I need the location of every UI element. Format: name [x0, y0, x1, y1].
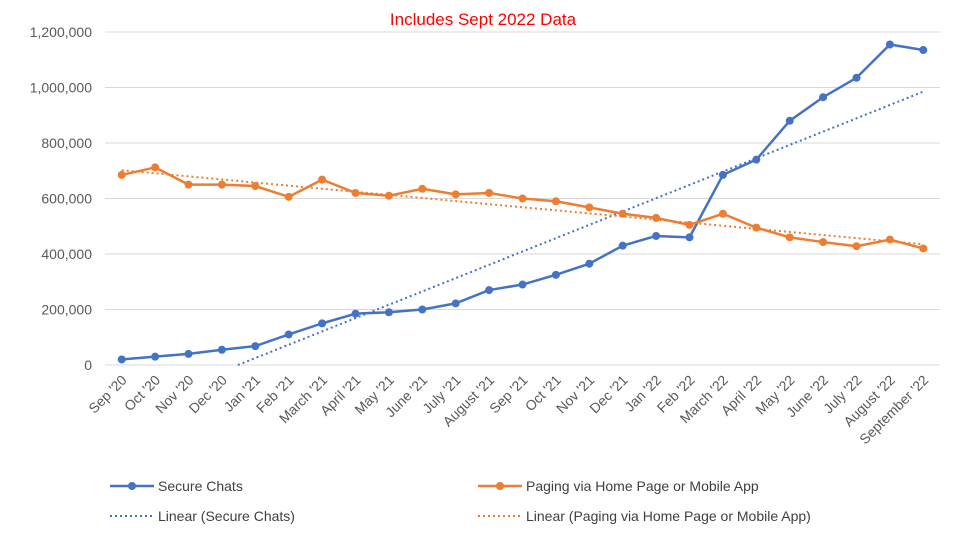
data-point [652, 231, 661, 240]
data-point [518, 194, 527, 203]
series-lines [117, 40, 928, 364]
data-point [718, 209, 727, 218]
y-tick-label: 400,000 [41, 246, 92, 262]
data-point [885, 235, 894, 244]
data-point [284, 192, 293, 201]
x-tick-label: Sep '20 [85, 372, 130, 417]
data-point [351, 309, 360, 318]
data-point [151, 163, 160, 172]
data-point [184, 180, 193, 189]
legend: Secure Chats Paging via Home Page or Mobi… [110, 478, 811, 524]
data-point [451, 190, 460, 199]
y-axis: 0 200,000 400,000 600,000 800,000 1,000,000 1,… [30, 24, 93, 373]
data-point [785, 116, 794, 125]
data-point [919, 46, 928, 55]
data-point [384, 191, 393, 200]
data-point [885, 40, 894, 49]
trendlines [121, 90, 924, 366]
data-point [685, 233, 694, 242]
series-line [121, 166, 924, 250]
trendline [121, 169, 924, 246]
data-point [518, 280, 527, 289]
gridlines [105, 31, 940, 366]
data-point [117, 355, 126, 364]
data-point [752, 223, 761, 232]
x-tick-label: Dec '20 [185, 372, 230, 417]
data-point [618, 209, 627, 218]
data-point [819, 93, 828, 102]
legend-marker [128, 482, 136, 490]
data-point [318, 175, 327, 184]
legend-label: Linear (Secure Chats) [158, 508, 295, 524]
data-point [217, 345, 226, 354]
data-point [585, 259, 594, 268]
y-tick-label: 200,000 [41, 302, 92, 318]
y-tick-label: 1,200,000 [30, 24, 92, 40]
data-point [852, 73, 861, 82]
y-tick-label: 600,000 [41, 191, 92, 207]
trendline [237, 90, 924, 366]
data-point [618, 241, 627, 250]
data-point [551, 197, 560, 206]
data-point [284, 330, 293, 339]
data-point [117, 170, 126, 179]
data-point [551, 270, 560, 279]
data-point [919, 244, 928, 253]
data-point [351, 188, 360, 197]
data-point [184, 349, 193, 358]
data-point [852, 242, 861, 251]
data-point [451, 299, 460, 308]
data-point [384, 308, 393, 317]
legend-label: Secure Chats [158, 478, 243, 494]
data-point [151, 352, 160, 361]
chart-title: Includes Sept 2022 Data [390, 10, 577, 29]
data-point [685, 220, 694, 229]
data-point [418, 184, 427, 193]
legend-label: Linear (Paging via Home Page or Mobile A… [526, 508, 811, 524]
data-point [485, 286, 494, 295]
y-tick-label: 1,000,000 [30, 80, 92, 96]
data-point [785, 233, 794, 242]
data-point [318, 319, 327, 328]
data-point [485, 188, 494, 197]
x-tick-label: Dec '21 [586, 372, 631, 417]
data-point [251, 342, 260, 351]
y-tick-label: 800,000 [41, 135, 92, 151]
data-point [217, 180, 226, 189]
data-point [585, 203, 594, 212]
x-tick-label: Sep '21 [486, 372, 531, 417]
legend-marker [496, 482, 504, 490]
data-point [251, 182, 260, 191]
data-point [752, 155, 761, 164]
data-point [652, 213, 661, 222]
data-point [418, 305, 427, 314]
data-point [718, 170, 727, 179]
y-tick-label: 0 [84, 357, 92, 373]
data-point [819, 238, 828, 247]
legend-label: Paging via Home Page or Mobile App [526, 478, 759, 494]
